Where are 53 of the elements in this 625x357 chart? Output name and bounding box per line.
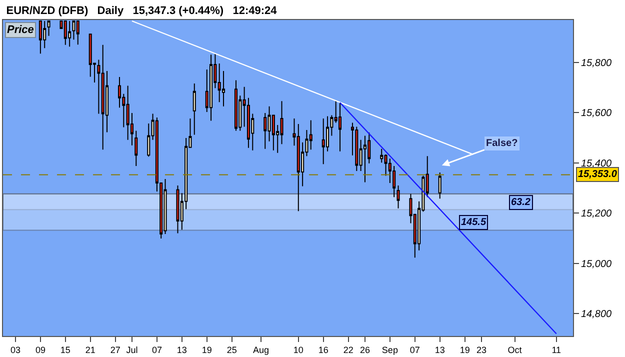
- candlestick: [101, 44, 104, 150]
- y-tick-label: 15,800: [581, 58, 612, 69]
- x-tick-label: 15: [60, 344, 70, 355]
- annotation: False?: [486, 138, 518, 149]
- x-tick-label: 26: [360, 344, 370, 355]
- x-tick-label: 09: [35, 344, 46, 355]
- x-tick-label: 27: [110, 344, 120, 355]
- x-tick-label: 16: [318, 344, 328, 355]
- candlestick: [210, 54, 213, 122]
- candlestick: [38, 20, 42, 54]
- x-tick-label: 23: [476, 344, 486, 355]
- candlestick: [134, 130, 138, 166]
- x-tick-label: Oct: [508, 344, 522, 355]
- band-label: 63.2: [511, 197, 531, 208]
- candlestick: [68, 20, 72, 48]
- x-tick-label: 07: [410, 344, 420, 355]
- x-tick-label: 13: [434, 344, 445, 355]
- x-tick-label: 03: [10, 344, 20, 355]
- x-tick-label: 19: [460, 344, 470, 355]
- x-tick-label: Sep: [382, 344, 398, 355]
- candlestick: [363, 135, 366, 183]
- candlestick: [192, 83, 196, 136]
- x-tick-label: 13: [176, 344, 187, 355]
- y-tick-label: 15,200: [581, 208, 612, 220]
- candlestick: [396, 185, 400, 209]
- candlestick: [47, 20, 50, 36]
- candlestick: [322, 118, 325, 165]
- y-tick-label: 14,800: [581, 309, 612, 320]
- ref-line-label: 15,353.0: [578, 169, 618, 180]
- candlestick: [176, 185, 180, 234]
- x-tick-label: 22: [343, 344, 354, 355]
- candlestick: [234, 80, 238, 132]
- x-tick-label: Aug: [252, 344, 269, 355]
- chart-title: EUR/NZD (DFB) Daily 15,347.3 (+0.44%) 12:49:24: [6, 4, 278, 17]
- y-tick-label: 15,400: [581, 158, 612, 170]
- candlestick: [72, 20, 76, 40]
- band-label: 145.5: [461, 217, 486, 228]
- y-axis-title: Price: [7, 24, 34, 36]
- y-tick-label: 15,600: [581, 108, 612, 120]
- y-tick-label: 15,000: [581, 258, 612, 270]
- candlestick: [164, 178, 167, 235]
- candlestick: [355, 126, 358, 172]
- x-tick-label: 19: [202, 344, 212, 355]
- candlestick: [338, 102, 342, 152]
- x-tick-label: 11: [552, 344, 562, 355]
- x-tick-label: Jul: [126, 344, 138, 355]
- x-tick-label: 25: [226, 344, 237, 355]
- x-tick-label: 07: [152, 344, 162, 355]
- x-tick-label: 21: [85, 344, 96, 355]
- candlestick: [76, 20, 80, 46]
- candlestick: [438, 172, 442, 200]
- candlestick: [64, 20, 67, 46]
- x-tick-label: 10: [293, 344, 304, 355]
